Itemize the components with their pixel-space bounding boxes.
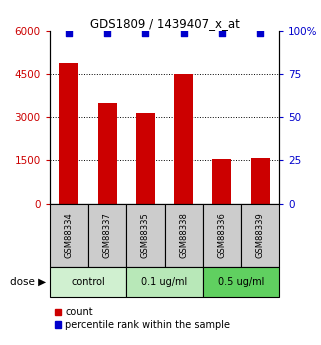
Bar <box>212 159 231 204</box>
Bar <box>50 267 126 297</box>
Text: GSM88336: GSM88336 <box>217 213 226 258</box>
Text: GSM88334: GSM88334 <box>65 213 74 258</box>
Bar <box>50 204 88 267</box>
Text: dose ▶: dose ▶ <box>10 277 47 287</box>
Bar <box>203 267 279 297</box>
Text: GSM88338: GSM88338 <box>179 213 188 258</box>
Point <box>66 30 72 36</box>
Bar <box>98 103 117 204</box>
Point <box>105 30 110 36</box>
Bar <box>241 204 279 267</box>
Text: 0.1 ug/ml: 0.1 ug/ml <box>141 277 188 287</box>
Point <box>257 30 263 36</box>
Bar <box>126 267 203 297</box>
Text: GSM88335: GSM88335 <box>141 213 150 258</box>
Bar <box>164 204 203 267</box>
Bar <box>136 113 155 204</box>
Text: GSM88337: GSM88337 <box>103 213 112 258</box>
Bar <box>88 204 126 267</box>
Bar <box>251 158 270 204</box>
Title: GDS1809 / 1439407_x_at: GDS1809 / 1439407_x_at <box>90 17 239 30</box>
Text: 0.5 ug/ml: 0.5 ug/ml <box>218 277 264 287</box>
Legend: count, percentile rank within the sample: count, percentile rank within the sample <box>55 307 230 330</box>
Text: control: control <box>71 277 105 287</box>
Bar <box>174 74 193 204</box>
Bar <box>203 204 241 267</box>
Point <box>181 30 186 36</box>
Bar <box>59 63 78 204</box>
Text: GSM88339: GSM88339 <box>256 213 265 258</box>
Bar <box>126 204 164 267</box>
Point <box>219 30 224 36</box>
Point <box>143 30 148 36</box>
